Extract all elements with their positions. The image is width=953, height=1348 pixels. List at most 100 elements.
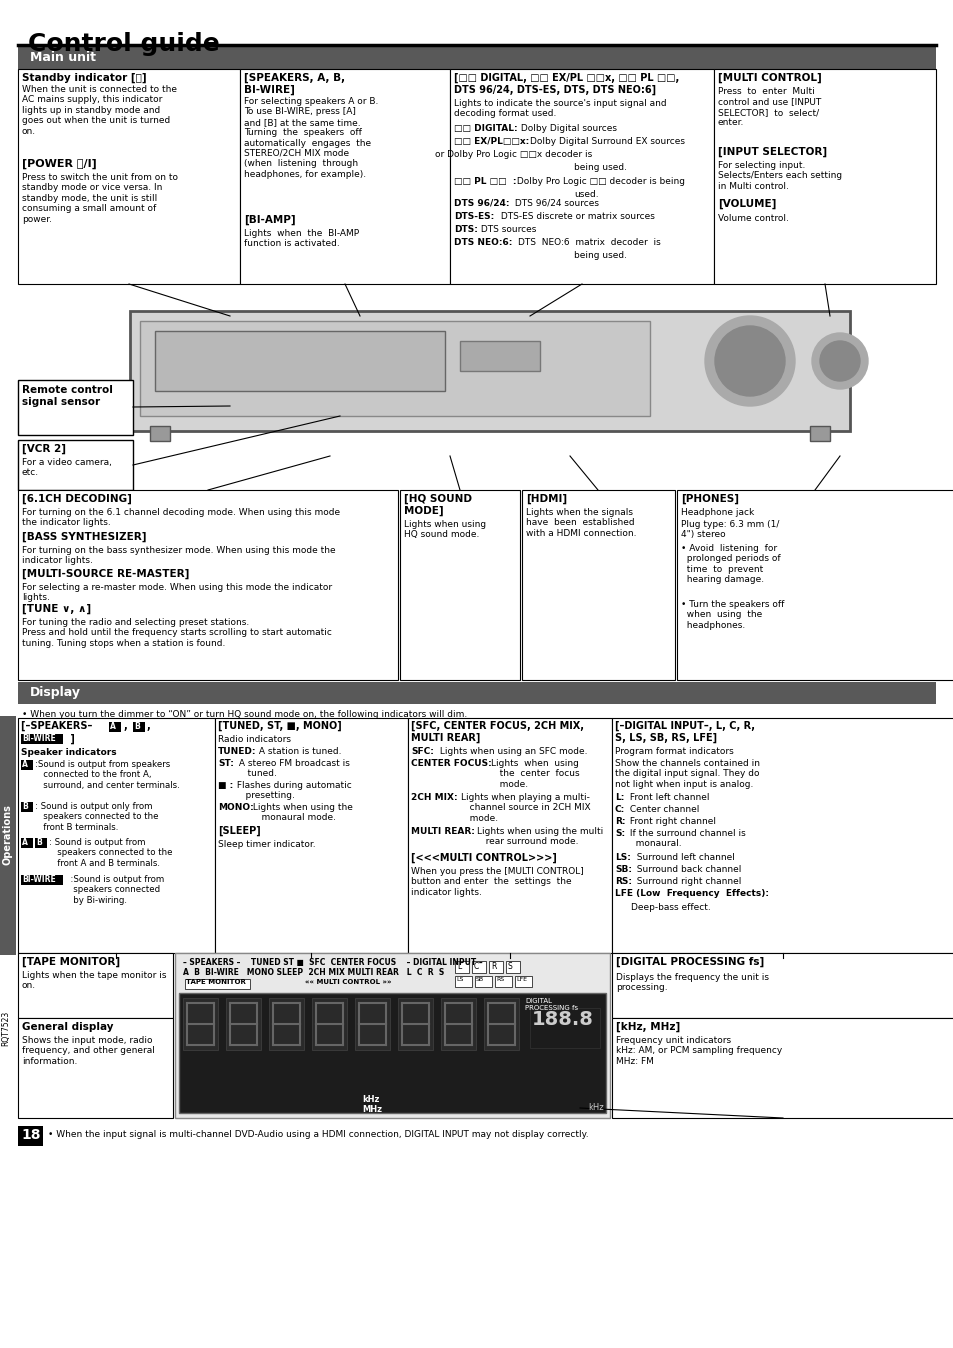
Text: – SPEAKERS –    TUNED ST ■  SFC  CENTER FOCUS    – DIGITAL INPUT –: – SPEAKERS – TUNED ST ■ SFC CENTER FOCUS… xyxy=(183,958,482,967)
Bar xyxy=(809,426,829,441)
Text: C: C xyxy=(474,962,478,971)
Text: Frequency unit indicators
kHz: AM, or PCM sampling frequency
MHz: FM: Frequency unit indicators kHz: AM, or PC… xyxy=(616,1037,781,1066)
Bar xyxy=(21,838,33,848)
Text: : Sound is output from
   speakers connected to the
   front A and B terminals.: : Sound is output from speakers connecte… xyxy=(49,838,172,868)
Text: Main unit: Main unit xyxy=(30,51,96,63)
Bar xyxy=(18,286,935,466)
Text: RS:: RS: xyxy=(615,878,631,886)
Text: [INPUT SELECTOR]: [INPUT SELECTOR] xyxy=(718,147,826,158)
Circle shape xyxy=(811,333,867,390)
Text: 2CH MIX:: 2CH MIX: xyxy=(411,793,457,802)
Text: [VOLUME]: [VOLUME] xyxy=(718,200,776,209)
Text: Lights when using an SFC mode.: Lights when using an SFC mode. xyxy=(436,747,587,756)
Text: DTS-ES discrete or matrix sources: DTS-ES discrete or matrix sources xyxy=(497,212,654,221)
Text: used.: used. xyxy=(574,190,598,200)
Bar xyxy=(35,838,47,848)
Text: For a video camera,
etc.: For a video camera, etc. xyxy=(22,458,112,477)
Bar xyxy=(240,69,450,284)
Text: [SFC, CENTER FOCUS, 2CH MIX,
MULTI REAR]: [SFC, CENTER FOCUS, 2CH MIX, MULTI REAR] xyxy=(411,721,583,743)
Text: 188.8: 188.8 xyxy=(532,1010,594,1029)
Text: [SLEEP]: [SLEEP] xyxy=(218,826,260,836)
Bar xyxy=(21,760,33,770)
Text: [□□ DIGITAL, □□ EX/PL □□x, □□ PL □□,
DTS 96/24, DTS-ES, DTS, DTS NEO:6]: [□□ DIGITAL, □□ EX/PL □□x, □□ PL □□, DTS… xyxy=(454,73,679,96)
Text: • When you turn the dimmer to “ON” or turn HQ sound mode on, the following indic: • When you turn the dimmer to “ON” or tu… xyxy=(22,710,467,718)
Text: Lights when using the
    monaural mode.: Lights when using the monaural mode. xyxy=(250,803,353,822)
Bar xyxy=(530,1008,599,1047)
Text: Lights when using the multi
   rear surround mode.: Lights when using the multi rear surroun… xyxy=(476,828,602,847)
Text: :Sound is output from
   speakers connected
   by Bi-wiring.: :Sound is output from speakers connected… xyxy=(65,875,164,905)
Circle shape xyxy=(714,326,784,396)
Text: being used.: being used. xyxy=(574,251,626,260)
Bar xyxy=(21,735,63,744)
Bar xyxy=(150,426,170,441)
Bar xyxy=(312,998,347,1050)
Text: SB: SB xyxy=(476,977,483,981)
Text: LS: LS xyxy=(456,977,463,981)
Bar xyxy=(18,47,935,69)
Text: [SPEAKERS, A, B,
BI-WIRE]: [SPEAKERS, A, B, BI-WIRE] xyxy=(244,73,345,96)
Text: For selecting speakers A or B.
To use BI-WIRE, press [A]
and [B] at the same tim: For selecting speakers A or B. To use BI… xyxy=(244,97,378,179)
Text: □□ DIGITAL:: □□ DIGITAL: xyxy=(454,124,517,133)
Text: LS:: LS: xyxy=(615,853,630,861)
Bar xyxy=(450,69,713,284)
Text: 18: 18 xyxy=(21,1128,40,1142)
Text: • Turn the speakers off
  when  using  the
  headphones.: • Turn the speakers off when using the h… xyxy=(680,600,783,630)
Text: Surround left channel: Surround left channel xyxy=(630,853,734,861)
Bar xyxy=(677,491,953,679)
Text: Sleep timer indicator.: Sleep timer indicator. xyxy=(218,840,315,849)
Bar xyxy=(18,439,132,491)
Text: Standby indicator [⏻]: Standby indicator [⏻] xyxy=(22,73,147,84)
Text: Lights to indicate the source's input signal and
decoding format used.: Lights to indicate the source's input si… xyxy=(454,98,666,119)
Text: For selecting input.
Selects/Enters each setting
in Multi control.: For selecting input. Selects/Enters each… xyxy=(718,160,841,191)
Text: Surround back channel: Surround back channel xyxy=(630,865,740,874)
Text: being used.: being used. xyxy=(574,163,626,173)
Text: MONO:: MONO: xyxy=(218,803,253,811)
Text: [TUNE ∨, ∧]: [TUNE ∨, ∧] xyxy=(22,604,91,615)
Text: For selecting a re-master mode. When using this mode the indicator
lights.: For selecting a re-master mode. When usi… xyxy=(22,582,332,603)
Text: B: B xyxy=(22,802,28,811)
Bar xyxy=(399,491,519,679)
Text: : Sound is output only from
   speakers connected to the
   front B terminals.: : Sound is output only from speakers con… xyxy=(35,802,158,832)
Bar xyxy=(455,976,472,987)
Text: Plug type: 6.3 mm (1/
4") stereo: Plug type: 6.3 mm (1/ 4") stereo xyxy=(680,520,779,539)
Text: Center channel: Center channel xyxy=(626,805,699,814)
Bar xyxy=(214,718,408,953)
Bar xyxy=(174,953,609,1117)
Text: A: A xyxy=(22,760,28,768)
Bar xyxy=(355,998,390,1050)
Bar xyxy=(18,491,397,679)
Text: [HQ SOUND
MODE]: [HQ SOUND MODE] xyxy=(403,493,472,516)
Text: • Avoid  listening  for
  prolonged periods of
  time  to  prevent
  hearing dam: • Avoid listening for prolonged periods … xyxy=(680,545,780,584)
Text: If the surround channel is
   monaural.: If the surround channel is monaural. xyxy=(626,829,745,848)
Text: BI-WIRE: BI-WIRE xyxy=(22,875,55,884)
Text: A stereo FM broadcast is
    tuned.: A stereo FM broadcast is tuned. xyxy=(235,759,350,778)
Bar xyxy=(154,332,444,391)
Text: S:: S: xyxy=(615,829,624,838)
Text: DTS 96/24 sources: DTS 96/24 sources xyxy=(512,200,598,208)
Text: [BASS SYNTHESIZER]: [BASS SYNTHESIZER] xyxy=(22,532,147,542)
Text: DTS  NEO:6  matrix  decoder  is: DTS NEO:6 matrix decoder is xyxy=(517,239,660,247)
Text: Display: Display xyxy=(30,686,81,700)
Text: DTS:: DTS: xyxy=(454,225,477,235)
Bar xyxy=(495,976,512,987)
Text: RS: RS xyxy=(496,977,503,981)
Text: Lights when using
HQ sound mode.: Lights when using HQ sound mode. xyxy=(403,520,486,539)
Bar xyxy=(483,998,518,1050)
Text: • When the input signal is multi-channel DVD-Audio using a HDMI connection, DIGI: • When the input signal is multi-channel… xyxy=(48,1130,588,1139)
Text: «« MULTI CONTROL »»: «« MULTI CONTROL »» xyxy=(305,979,391,985)
Text: ]: ] xyxy=(67,735,74,744)
Text: [–DIGITAL INPUT–, L, C, R,
S, LS, SB, RS, LFE]: [–DIGITAL INPUT–, L, C, R, S, LS, SB, RS… xyxy=(615,721,754,743)
Bar xyxy=(109,723,121,732)
Bar xyxy=(0,716,16,954)
Bar xyxy=(440,998,476,1050)
Bar xyxy=(18,380,132,435)
Text: [VCR 2]: [VCR 2] xyxy=(22,443,66,454)
Bar xyxy=(183,998,218,1050)
Bar xyxy=(130,311,849,431)
Text: [MULTI CONTROL]: [MULTI CONTROL] xyxy=(718,73,821,84)
Text: MULTI REAR:: MULTI REAR: xyxy=(411,828,475,836)
Bar xyxy=(472,961,485,973)
Text: Headphone jack: Headphone jack xyxy=(680,508,754,518)
Bar xyxy=(185,979,250,989)
Text: Lights when the tape monitor is
on.: Lights when the tape monitor is on. xyxy=(22,971,167,991)
